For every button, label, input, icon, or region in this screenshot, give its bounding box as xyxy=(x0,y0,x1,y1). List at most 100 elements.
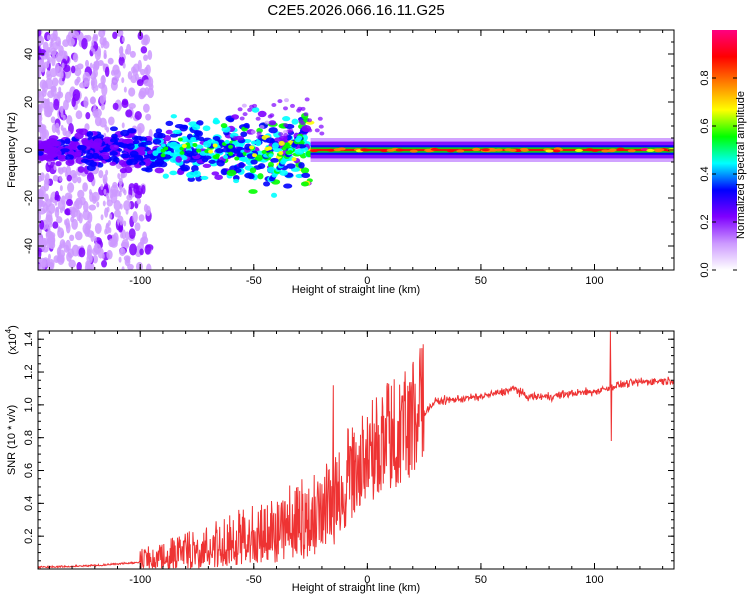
ridge-core xyxy=(601,149,610,153)
band-blob xyxy=(136,147,143,153)
noise-blob xyxy=(132,211,138,223)
snr-x-tick-label: 50 xyxy=(475,574,487,586)
band-blob xyxy=(190,136,197,142)
noise-streak xyxy=(105,222,109,229)
noise-streak xyxy=(118,191,122,198)
noise-streak xyxy=(58,90,62,97)
noise-blob xyxy=(86,172,95,183)
upper-blob xyxy=(289,103,295,108)
noise-streak xyxy=(105,192,109,199)
noise-blob xyxy=(61,50,67,61)
noise-blob xyxy=(38,199,44,206)
noise-blob xyxy=(54,190,60,201)
band-blob xyxy=(184,117,191,123)
band-blob xyxy=(125,138,133,143)
snr-x-axis: -100 -50 0 50 100 xyxy=(48,331,664,586)
noise-blob xyxy=(140,46,148,54)
noise-streak xyxy=(102,30,106,34)
noise-blob xyxy=(128,102,136,110)
band-blob xyxy=(124,166,133,174)
noise-streak xyxy=(120,172,124,179)
band-blob xyxy=(194,130,201,136)
band-blob xyxy=(251,107,260,113)
upper-blob xyxy=(319,131,325,136)
noise-blob xyxy=(146,263,152,270)
spectrogram-y-tick-label: 0 xyxy=(23,147,35,153)
noise-blob xyxy=(72,89,81,101)
noise-blob xyxy=(143,204,149,213)
band-hotspot xyxy=(223,154,229,159)
snr-y-tick-label: 1.4 xyxy=(23,332,35,347)
noise-blob xyxy=(53,98,60,111)
noise-streak xyxy=(93,235,97,242)
colorbar-tick-label: 0.2 xyxy=(699,214,711,229)
noise-blob xyxy=(114,209,121,218)
band-blob xyxy=(60,148,70,153)
band-blob xyxy=(257,163,266,169)
colorbar-ticks: 0.0 0.2 0.4 0.6 0.8 xyxy=(699,70,737,278)
noise-blob xyxy=(98,169,104,179)
noise-blob xyxy=(82,71,91,84)
noise-blob xyxy=(129,50,136,58)
spectrogram-y-axis: -40 -20 0 20 40 xyxy=(23,29,674,271)
noise-streak xyxy=(100,42,104,49)
ridge-core xyxy=(616,147,625,151)
noise-blob xyxy=(42,41,49,51)
ridge-core xyxy=(310,149,319,153)
band-blob xyxy=(298,162,305,169)
band-hotspot xyxy=(234,156,240,161)
noise-streak xyxy=(120,50,124,57)
noise-streak xyxy=(61,62,65,69)
colorbar-tick-label: 0.4 xyxy=(699,166,711,181)
noise-blob xyxy=(85,112,91,120)
noise-streak xyxy=(46,34,50,41)
noise-blob xyxy=(46,70,51,78)
upper-blob xyxy=(277,99,283,104)
upper-blob xyxy=(300,106,306,111)
noise-streak xyxy=(119,203,123,210)
noise-blob xyxy=(71,244,80,257)
snr-x-tick-label: -50 xyxy=(246,574,262,586)
noise-blob xyxy=(127,71,133,80)
band-hotspot xyxy=(185,144,191,149)
upper-blob xyxy=(307,118,313,123)
noise-streak xyxy=(121,77,125,84)
noise-streak xyxy=(102,63,106,70)
band-blob xyxy=(169,133,179,138)
noise-blob xyxy=(81,38,88,50)
upper-blob xyxy=(296,108,302,113)
snr-scale-suffix: ) xyxy=(7,325,19,329)
noise-blob xyxy=(82,209,90,221)
band-hotspot xyxy=(160,153,166,158)
snr-scale-exponent: 4 xyxy=(4,328,13,333)
upper-blob xyxy=(284,98,290,103)
noise-blob xyxy=(50,116,56,124)
band-hotspot xyxy=(228,151,234,156)
upper-blob xyxy=(232,136,238,141)
upper-blob xyxy=(318,124,324,129)
noise-blob xyxy=(129,243,137,256)
noise-blob xyxy=(76,261,82,270)
ridge-core xyxy=(472,147,481,151)
noise-blob xyxy=(62,99,69,111)
band-blob xyxy=(237,152,244,158)
band-blob xyxy=(249,167,257,174)
noise-blob xyxy=(147,50,153,61)
spectrogram-y-tick-label: 40 xyxy=(23,48,35,60)
upper-blob xyxy=(307,128,313,133)
band-blob xyxy=(120,153,131,159)
band-blob xyxy=(38,156,45,162)
band-blob xyxy=(95,146,104,151)
noise-blob xyxy=(110,79,118,91)
ridge-core xyxy=(361,148,370,152)
band-blob xyxy=(138,161,146,166)
snr-x-tick-label: 0 xyxy=(364,574,370,586)
noise-streak xyxy=(101,253,105,260)
noise-blob xyxy=(38,90,45,103)
noise-blob xyxy=(89,96,97,105)
band-blob xyxy=(152,138,162,145)
band-blob xyxy=(220,168,228,176)
band-blob xyxy=(57,154,66,160)
band-blob xyxy=(208,159,216,164)
